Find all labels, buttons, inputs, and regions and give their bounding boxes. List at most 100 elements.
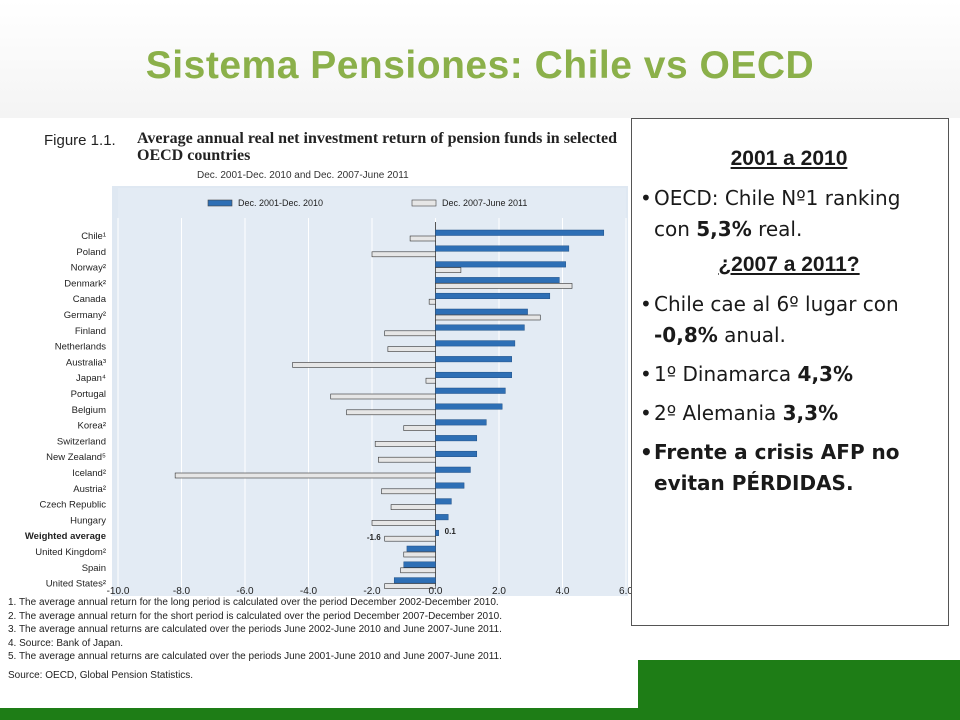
category-label: Portugal (71, 389, 106, 400)
x-tick-label: -6.0 (236, 586, 254, 596)
bar-long-period (435, 324, 525, 331)
figure-notes: 1. The average annual return for the lon… (8, 596, 628, 682)
category-label: Austria² (73, 484, 106, 495)
bullet-text: real. (751, 217, 803, 241)
bar-long-period (435, 482, 465, 489)
category-label: Korea² (77, 421, 106, 432)
x-tick-label: -4.0 (300, 586, 318, 596)
bar-short-period (400, 567, 436, 574)
category-label: Norway² (71, 263, 106, 274)
bar-long-period (435, 229, 605, 236)
x-tick-label: 0.0 (429, 586, 443, 596)
note-1: 1. The average annual return for the lon… (8, 597, 499, 608)
x-tick-label: 6.0 (619, 586, 633, 596)
bar-long-period (435, 308, 528, 315)
bar-short-period (378, 456, 436, 463)
bar-long-period (435, 529, 439, 536)
category-label: Iceland² (72, 468, 106, 479)
note-2: 2. The average annual return for the sho… (8, 610, 502, 622)
bar-short-period (428, 298, 436, 305)
legend-label: Dec. 2001-Dec. 2010 (238, 198, 323, 208)
bar-short-period (409, 235, 436, 242)
bar-short-period (330, 393, 436, 400)
bar-short-period (384, 330, 436, 337)
bar-short-period (381, 488, 436, 495)
category-label: United States² (46, 579, 106, 590)
bar-long-period (435, 245, 570, 252)
category-label: Germany² (64, 310, 106, 321)
bullet-value: 4,3% (797, 362, 853, 386)
bar-long-period (435, 340, 516, 347)
figure-source: Source: OECD, Global Pension Statistics. (8, 669, 194, 681)
bar-long-period (435, 277, 560, 284)
bullet-icon: • (640, 401, 652, 425)
x-tick-label: -10.0 (107, 586, 130, 596)
legend-swatch (207, 199, 233, 207)
category-label: Australia³ (66, 357, 106, 368)
category-label: Hungary (70, 515, 106, 526)
bar-short-period (384, 583, 436, 589)
bars-layer (174, 229, 605, 589)
bar-short-period (425, 377, 436, 384)
grid-layer (117, 218, 627, 588)
category-label: Japan⁴ (76, 373, 106, 384)
bar-short-period (384, 535, 436, 542)
bar-long-period (435, 403, 503, 410)
note-3: 3. The average annual returns are calcul… (8, 624, 502, 635)
bullet-text: Chile cae al 6º lugar con (654, 292, 899, 316)
slide-header-background (0, 0, 960, 118)
category-label: United Kingdom² (35, 547, 106, 558)
bar-short-period (371, 520, 436, 526)
bar-short-period (390, 504, 436, 510)
bullet-text: 1º Dinamarca (654, 362, 798, 386)
category-label: Canada (73, 294, 107, 305)
figure-subtitle: Dec. 2001-Dec. 2010 and Dec. 2007-June 2… (197, 170, 409, 181)
note-4: 4. Source: Bank of Japan. (8, 637, 124, 649)
bar-short-period (174, 472, 436, 479)
category-label: Chile¹ (81, 231, 106, 242)
category-label: Netherlands (55, 342, 106, 353)
bullet-icon: • (640, 362, 652, 386)
bar-long-period (393, 577, 436, 584)
bullet-germany: • 2º Alemania 3,3% (640, 398, 938, 429)
bar-chart: Dec. 2001-Dec. 2010 Dec. 2007-June 2011 C… (25, 186, 634, 596)
note-5: 5. The average annual returns are calcul… (8, 651, 502, 662)
category-label: Denmark² (64, 278, 106, 289)
bar-long-period (435, 387, 506, 394)
decorative-bottom-strip (0, 708, 960, 720)
bullet-text: OECD: Chile Nº1 ranking con (654, 186, 901, 241)
bullet-denmark: • 1º Dinamarca 4,3% (640, 359, 938, 390)
category-labels: Chile¹ Poland Norway² Denmark² Canada Germany… (25, 231, 107, 590)
bar-short-period (403, 425, 436, 431)
bar-short-period (371, 251, 436, 258)
bar-short-period (403, 551, 436, 558)
figure-number: Figure 1.1. (44, 132, 116, 149)
bullet-text: Frente a crisis AFP no evitan PÉRDIDAS. (654, 440, 900, 495)
bar-short-period (374, 441, 436, 447)
bar-long-period (435, 466, 471, 473)
figure-title: Average annual real net investment retur… (137, 130, 617, 164)
bar-short-period (435, 267, 462, 273)
period-heading-2007-2011: ¿2007 a 2011? (718, 253, 860, 276)
bullet-icon: • (640, 292, 652, 316)
annotation-label: -1.6 (367, 533, 381, 542)
x-tick-label: 4.0 (556, 586, 570, 596)
bullet-value: 3,3% (782, 401, 839, 425)
category-label: Switzerland (57, 436, 106, 447)
bar-long-period (435, 419, 487, 426)
bar-long-period (435, 356, 512, 363)
bullet-value: -0,8% (654, 323, 718, 347)
x-tick-label: -2.0 (363, 586, 381, 596)
bullet-chile-ranking: • OECD: Chile Nº1 ranking con 5,3% real. (640, 183, 938, 245)
x-tick-labels: -10.0-8.0-6.0-4.0-2.00.02.04.06.0% (107, 586, 634, 596)
bullet-icon: • (640, 186, 652, 210)
bar-long-period (403, 561, 436, 568)
annotation-label: 0.1 (445, 527, 457, 536)
bar-long-period (435, 292, 551, 299)
bullet-text: anual. (717, 323, 786, 347)
category-label: Czech Republic (39, 500, 106, 511)
category-label: Spain (82, 563, 106, 574)
bar-short-period (435, 314, 541, 321)
bullet-chile-falls: • Chile cae al 6º lugar con -0,8% anual. (640, 289, 938, 351)
category-label: Poland (76, 247, 106, 258)
